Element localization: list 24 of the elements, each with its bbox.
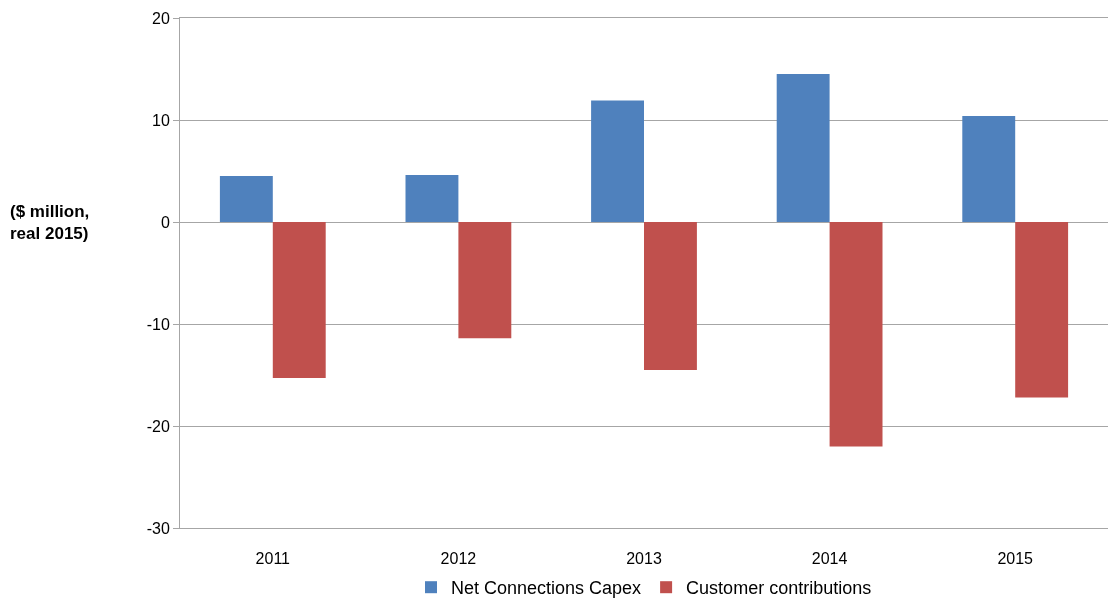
bar (644, 222, 697, 370)
bar (272, 222, 326, 379)
x-tick-label: 2011 (255, 550, 291, 568)
bar (776, 74, 830, 222)
legend-label: Net Connections Capex (451, 578, 642, 599)
bar (405, 175, 459, 222)
x-tick-label: 2014 (811, 550, 848, 568)
y-tick-label: 0 (160, 213, 170, 231)
y-tick-label: 10 (152, 111, 170, 129)
bar (1015, 222, 1069, 398)
bar (829, 222, 883, 447)
x-tick-label: 2015 (997, 550, 1034, 568)
bar (962, 115, 1016, 222)
x-tick-label: 2012 (440, 550, 477, 568)
y-tick-label: -20 (146, 417, 170, 435)
x-tick-label: 2013 (626, 550, 662, 568)
y-tick-label: -30 (146, 519, 170, 537)
legend-label: Customer contributions (686, 578, 872, 599)
y-tick-label: -10 (146, 315, 170, 333)
bar (458, 222, 512, 339)
bar (219, 176, 273, 222)
y-axis-title: ($ million, real 2015) (10, 202, 90, 244)
y-tick-label: 20 (152, 9, 170, 27)
bar (591, 100, 644, 222)
